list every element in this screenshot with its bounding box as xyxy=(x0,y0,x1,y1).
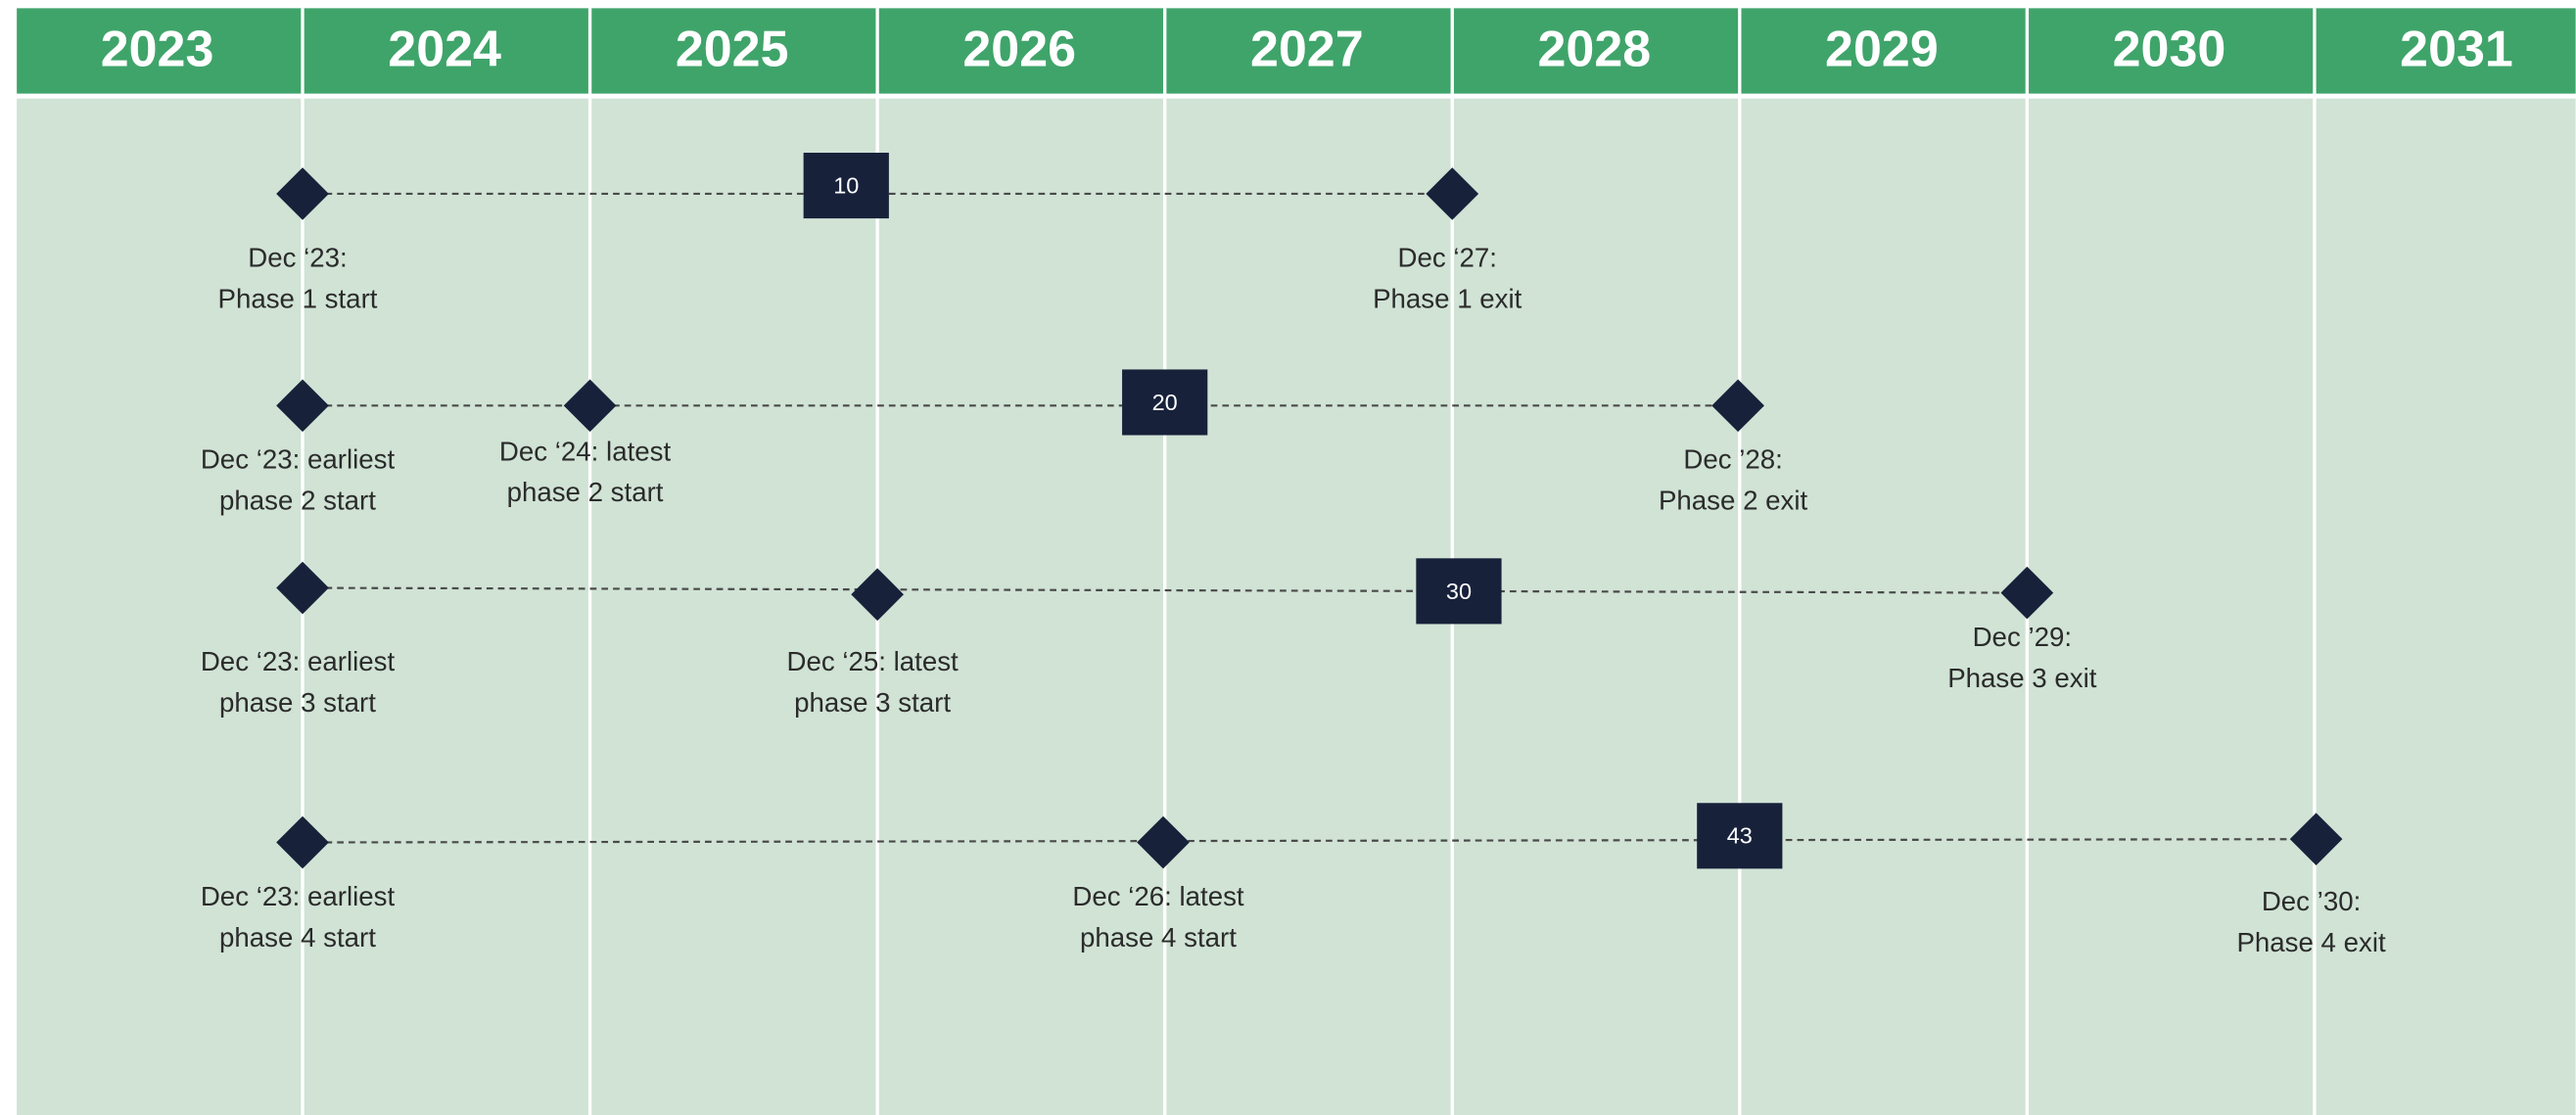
milestone-label: Dec ‘24: latest xyxy=(499,436,672,466)
dashed-connector xyxy=(303,586,2028,594)
milestone-diamond xyxy=(276,379,329,433)
year-label: 2028 xyxy=(1538,21,1652,77)
milestone-diamond xyxy=(276,561,329,615)
duration-box xyxy=(1416,558,1502,625)
milestone-diamond xyxy=(2289,813,2343,866)
year-label: 2025 xyxy=(676,21,789,77)
milestone-label: phase 3 start xyxy=(219,687,376,718)
milestone-label: Phase 4 exit xyxy=(2236,927,2386,957)
milestone-diamond xyxy=(1137,815,1190,869)
milestone-label: Dec ‘25: latest xyxy=(786,646,959,676)
milestone-label: Phase 1 exit xyxy=(1373,283,1522,313)
milestone-label: phase 2 start xyxy=(507,477,664,507)
milestone-diamond xyxy=(2000,566,2054,620)
milestone-label: Dec ‘27: xyxy=(1397,242,1496,272)
duration-label: 10 xyxy=(833,172,859,198)
milestone-label: phase 3 start xyxy=(794,687,951,718)
milestone-label: Dec ‘23: earliest xyxy=(201,881,396,911)
milestone-label: phase 4 start xyxy=(1080,922,1237,952)
year-label: 2031 xyxy=(2400,21,2513,77)
milestone-label: phase 2 start xyxy=(219,486,376,516)
year-label: 2027 xyxy=(1250,21,1364,77)
duration-label: 30 xyxy=(1446,579,1472,604)
duration-box xyxy=(803,153,889,219)
milestone-label: Phase 1 start xyxy=(218,283,378,313)
duration-box xyxy=(1697,803,1783,869)
milestone-label: Dec ’28: xyxy=(1683,444,1782,475)
duration-label: 20 xyxy=(1152,390,1178,415)
duration-box xyxy=(1122,369,1208,436)
year-label: 2030 xyxy=(2113,21,2226,77)
milestone-diamond xyxy=(851,568,904,622)
year-label: 2026 xyxy=(962,21,1076,77)
year-label: 2024 xyxy=(388,21,501,77)
milestone-label: Dec ‘26: latest xyxy=(1072,881,1244,911)
milestone-label: Phase 3 exit xyxy=(1947,663,2097,693)
dashed-connector xyxy=(303,838,2317,844)
year-label: 2023 xyxy=(101,21,214,77)
milestone-label: Dec ’30: xyxy=(2262,886,2361,916)
milestone-diamond xyxy=(1711,379,1764,433)
milestone-diamond xyxy=(276,815,329,869)
milestone-label: Dec ‘23: earliest xyxy=(201,646,396,676)
year-label: 2029 xyxy=(1825,21,1939,77)
milestone-label: Dec ‘23: xyxy=(248,242,347,272)
body-background xyxy=(17,98,2576,1115)
milestone-label: Dec ‘23: earliest xyxy=(201,444,396,475)
milestone-diamond xyxy=(276,167,329,220)
milestone-label: Dec ’29: xyxy=(1973,622,2072,652)
milestone-label: Phase 2 exit xyxy=(1659,486,1808,516)
duration-label: 43 xyxy=(1727,823,1753,849)
milestone-label: phase 4 start xyxy=(219,922,376,952)
milestone-diamond xyxy=(563,379,617,433)
header-bar xyxy=(17,8,2576,94)
